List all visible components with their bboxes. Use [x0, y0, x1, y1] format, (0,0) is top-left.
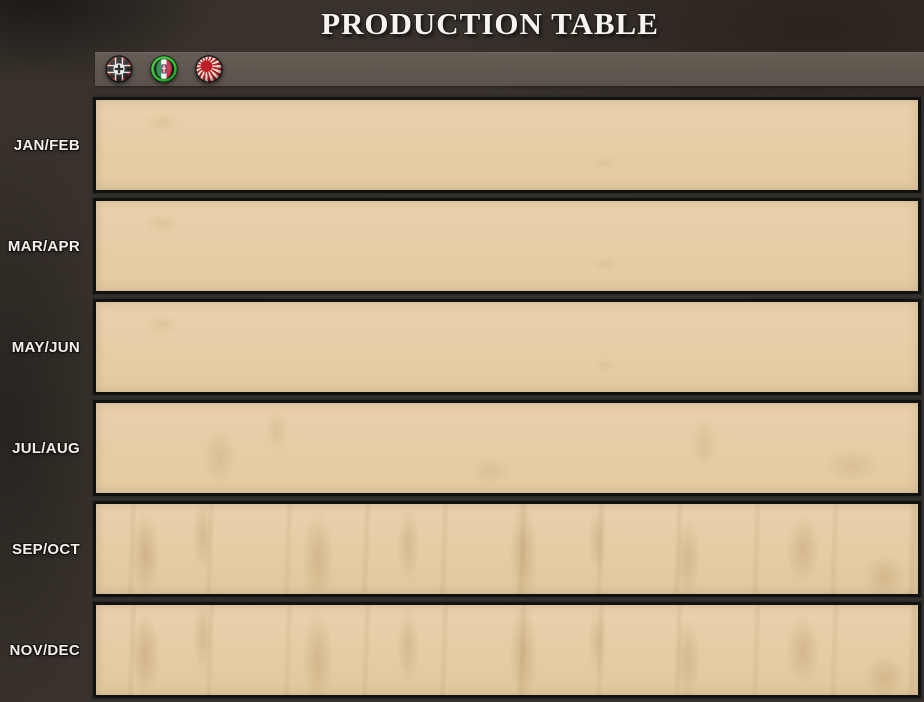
japan-flag-button[interactable]	[195, 55, 223, 83]
germany-flag-icon	[105, 55, 133, 83]
production-row-label: SEP/OCT	[12, 541, 80, 558]
production-row-label: MAR/APR	[7, 238, 80, 255]
production-row-label: MAY/JUN	[11, 339, 80, 356]
production-row-panel	[93, 400, 921, 496]
faction-toolbar	[95, 52, 924, 86]
production-row-panel	[93, 299, 921, 395]
production-row-panel	[93, 198, 921, 294]
production-row-panel	[93, 97, 921, 193]
germany-flag-button[interactable]	[105, 55, 133, 83]
production-row-label: NOV/DEC	[9, 642, 80, 659]
production-row-label: JAN/FEB	[13, 137, 80, 154]
production-row-may-jun: MAY/JUN	[0, 299, 924, 395]
production-row-panel	[93, 501, 921, 597]
production-row-jul-aug: JUL/AUG	[0, 400, 924, 496]
production-row-nov-dec: NOV/DEC	[0, 602, 924, 698]
production-row-sep-oct: SEP/OCT	[0, 501, 924, 597]
italy-flag-icon	[150, 55, 178, 83]
page-title: PRODUCTION TABLE	[321, 6, 659, 41]
production-row-label: JUL/AUG	[12, 440, 80, 457]
italy-flag-button[interactable]	[150, 55, 178, 83]
production-row-mar-apr: MAR/APR	[0, 198, 924, 294]
production-row-jan-feb: JAN/FEB	[0, 97, 924, 193]
production-row-panel	[93, 602, 921, 698]
